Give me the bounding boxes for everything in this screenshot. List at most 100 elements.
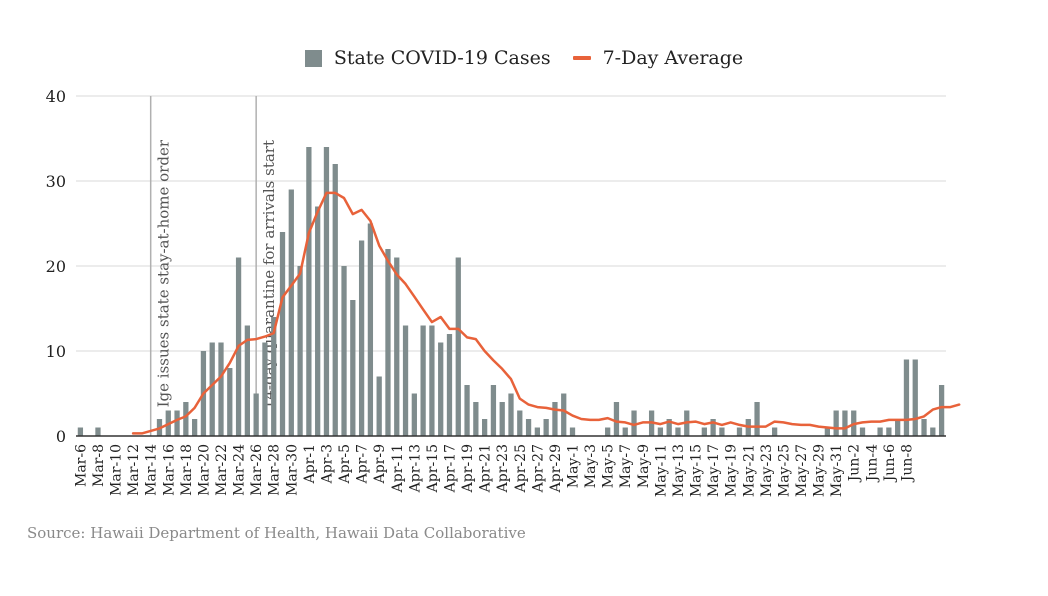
chart-legend: State COVID-19 Cases 7-Day Average bbox=[0, 44, 1048, 72]
bar-cases[interactable] bbox=[244, 325, 250, 437]
bar-cases[interactable] bbox=[543, 419, 549, 436]
bar-cases[interactable] bbox=[859, 427, 866, 437]
bar-cases[interactable] bbox=[376, 376, 382, 437]
bar-cases[interactable] bbox=[174, 410, 180, 437]
bar-cases[interactable] bbox=[358, 240, 365, 437]
bar-cases[interactable] bbox=[438, 342, 444, 437]
bar-cases[interactable] bbox=[605, 427, 611, 437]
x-tick-label: Mar-8 bbox=[91, 444, 107, 487]
bar-cases[interactable] bbox=[367, 223, 374, 437]
bar-cases[interactable] bbox=[473, 402, 479, 436]
x-tick-label: Apr-3 bbox=[319, 444, 335, 484]
bar-cases[interactable] bbox=[385, 249, 391, 436]
bar-cases[interactable] bbox=[895, 419, 901, 436]
x-tick-label: Apr-21 bbox=[478, 444, 494, 493]
bar-cases[interactable] bbox=[508, 393, 514, 437]
bar-cases[interactable] bbox=[218, 342, 224, 437]
bar-cases[interactable] bbox=[903, 359, 910, 437]
x-tick-label: May-19 bbox=[724, 444, 740, 497]
line-7-day-average[interactable] bbox=[131, 191, 961, 435]
bar-cases[interactable] bbox=[710, 419, 716, 436]
bar-cases[interactable] bbox=[315, 206, 321, 437]
bar-cases[interactable] bbox=[271, 317, 277, 436]
bar-cases[interactable] bbox=[938, 385, 945, 436]
x-tick-label: Jun-2 bbox=[847, 444, 863, 483]
bar-cases[interactable] bbox=[552, 402, 558, 436]
bar-cases[interactable] bbox=[921, 419, 927, 436]
bar-cases[interactable] bbox=[877, 427, 883, 437]
bar-cases[interactable] bbox=[209, 342, 215, 437]
y-tick-label: 40 bbox=[46, 87, 66, 106]
x-tick-label: Apr-17 bbox=[442, 444, 458, 493]
bar-cases[interactable] bbox=[262, 342, 268, 437]
x-tick-label: Mar-22 bbox=[214, 444, 230, 496]
x-tick-label: May-27 bbox=[794, 444, 810, 497]
x-tick-label: May-29 bbox=[812, 444, 828, 497]
legend-item-cases[interactable]: State COVID-19 Cases bbox=[304, 47, 551, 69]
bar-cases[interactable] bbox=[824, 427, 830, 437]
bar-cases[interactable] bbox=[930, 427, 936, 437]
bar-cases[interactable] bbox=[95, 427, 101, 437]
bar-cases[interactable] bbox=[253, 393, 259, 437]
bar-cases[interactable] bbox=[499, 402, 505, 436]
bar-cases[interactable] bbox=[402, 325, 409, 437]
bar-cases[interactable] bbox=[341, 266, 347, 436]
y-tick-label: 10 bbox=[46, 342, 66, 361]
bar-cases[interactable] bbox=[306, 147, 312, 436]
bar-cases[interactable] bbox=[772, 427, 778, 437]
x-tick-label: May-17 bbox=[706, 444, 722, 497]
bar-cases[interactable] bbox=[323, 147, 330, 436]
legend-item-average[interactable]: 7-Day Average bbox=[572, 47, 743, 69]
bar-cases[interactable] bbox=[666, 419, 672, 436]
bar-cases[interactable] bbox=[701, 427, 707, 437]
legend-swatch-average bbox=[572, 56, 591, 60]
bar-cases[interactable] bbox=[631, 410, 637, 437]
x-tick-label: May-9 bbox=[636, 444, 652, 488]
x-tick-label: Apr-11 bbox=[390, 444, 406, 493]
bar-cases[interactable] bbox=[279, 232, 286, 436]
x-tick-label: May-13 bbox=[671, 444, 687, 497]
bar-cases[interactable] bbox=[420, 325, 426, 437]
bar-cases[interactable] bbox=[429, 325, 435, 437]
x-tick-label: Apr-15 bbox=[425, 444, 441, 493]
bar-cases[interactable] bbox=[77, 427, 84, 437]
bar-cases[interactable] bbox=[411, 393, 417, 437]
bar-cases[interactable] bbox=[183, 402, 189, 436]
bar-cases[interactable] bbox=[350, 300, 356, 436]
x-tick-label: Apr-1 bbox=[302, 444, 318, 484]
bar-cases[interactable] bbox=[332, 164, 338, 436]
bar-cases[interactable] bbox=[288, 189, 294, 437]
bar-cases[interactable] bbox=[517, 410, 523, 437]
bar-cases[interactable] bbox=[622, 427, 628, 437]
bar-cases[interactable] bbox=[842, 410, 848, 437]
bar-cases[interactable] bbox=[886, 427, 892, 437]
bar-cases[interactable] bbox=[394, 257, 400, 437]
bar-cases[interactable] bbox=[490, 385, 497, 436]
bar-cases[interactable] bbox=[227, 368, 233, 436]
bar-cases[interactable] bbox=[455, 257, 461, 437]
bar-cases[interactable] bbox=[833, 410, 839, 437]
bar-cases[interactable] bbox=[525, 419, 532, 436]
bar-cases[interactable] bbox=[569, 427, 576, 437]
bar-cases[interactable] bbox=[613, 402, 620, 436]
bar-cases[interactable] bbox=[736, 427, 743, 437]
bar-cases[interactable] bbox=[754, 402, 760, 436]
bar-cases[interactable] bbox=[561, 393, 567, 437]
x-tick-label: Apr-29 bbox=[548, 444, 564, 493]
bar-cases[interactable] bbox=[534, 427, 540, 437]
x-tick-label: May-1 bbox=[566, 444, 582, 488]
bar-cases[interactable] bbox=[675, 427, 681, 437]
bar-cases[interactable] bbox=[192, 419, 198, 436]
x-tick-label: Mar-24 bbox=[232, 444, 248, 496]
bar-cases[interactable] bbox=[482, 419, 488, 436]
bar-cases[interactable] bbox=[657, 427, 664, 437]
x-tick-label: May-5 bbox=[601, 444, 617, 488]
bar-cases[interactable] bbox=[719, 427, 725, 437]
bar-cases[interactable] bbox=[297, 266, 303, 436]
bar-cases[interactable] bbox=[446, 334, 453, 436]
x-tick-label: Mar-16 bbox=[161, 444, 177, 496]
bar-cases[interactable] bbox=[912, 359, 918, 437]
bar-cases[interactable] bbox=[464, 385, 470, 436]
